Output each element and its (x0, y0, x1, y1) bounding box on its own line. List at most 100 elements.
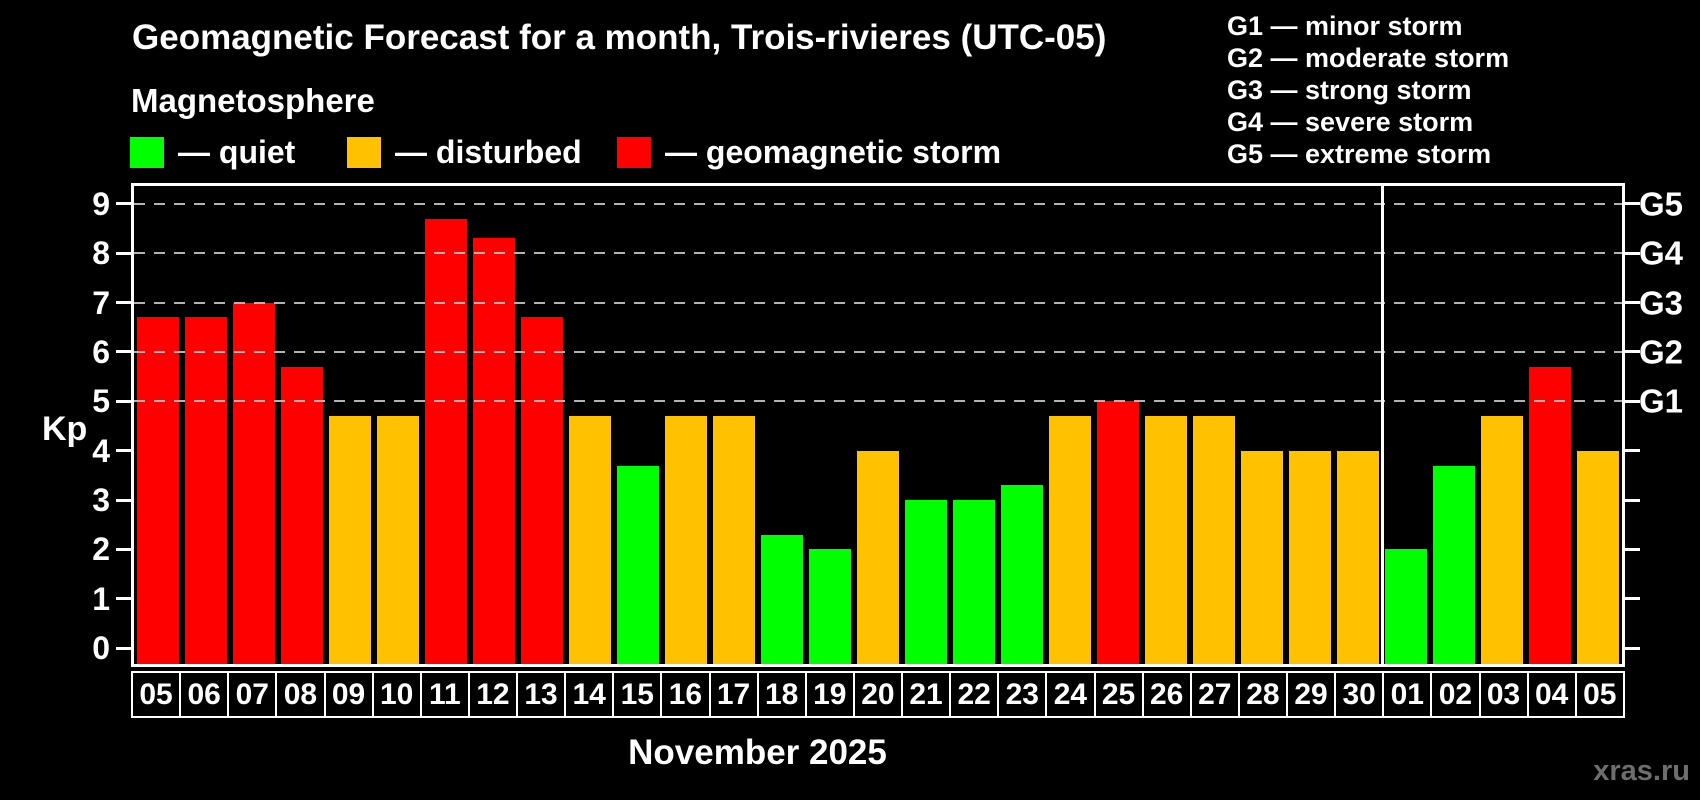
storm-color-swatch (617, 137, 651, 168)
bar-column (662, 186, 710, 664)
plot-area: 0 1 2 3 4 5 6 7 8 9 G1 G2 G3 G4 G5 (92, 183, 1683, 667)
kp-bar (1145, 416, 1187, 664)
kp-bar (617, 465, 659, 664)
bar-column (710, 186, 758, 664)
kp-bar (1097, 401, 1139, 664)
bar-column (422, 186, 470, 664)
g-legend-line: G5 — extreme storm (1227, 139, 1492, 169)
y-axis-tick (116, 202, 131, 206)
bar-column (1142, 186, 1190, 664)
gridline-kp-7 (134, 301, 1622, 304)
day-label: 22 (951, 673, 1000, 716)
kp-bar (569, 416, 611, 664)
bar-column (182, 186, 230, 664)
x-axis-title: November 2025 (628, 733, 887, 772)
day-label: 30 (1336, 673, 1385, 716)
day-label: 02 (1432, 673, 1481, 716)
kp-bar (473, 238, 515, 664)
bar-column (758, 186, 806, 664)
day-label: 15 (614, 673, 663, 716)
subtitle-magnetosphere: Magnetosphere (131, 82, 375, 119)
kp-bar (233, 302, 275, 664)
y-axis-tick-label: 4 (92, 432, 110, 469)
y-axis-tick-label: 5 (92, 383, 110, 420)
legend-item-quiet: — quiet (130, 134, 295, 171)
kp-bar (377, 416, 419, 664)
day-label: 21 (903, 673, 952, 716)
y-axis-tick-label: 6 (92, 333, 110, 370)
bar-column (1286, 186, 1334, 664)
day-label: 10 (374, 673, 422, 716)
right-axis-tick (1625, 350, 1640, 354)
kp-bar (665, 416, 707, 664)
bar-column (1478, 186, 1526, 664)
bar-column (1094, 186, 1142, 664)
day-label: 03 (1481, 673, 1529, 716)
kp-bar (1385, 549, 1427, 664)
day-label: 05 (133, 673, 182, 716)
watermark: xras.ru (1593, 755, 1690, 787)
bar-column (998, 186, 1046, 664)
page-title: Geomagnetic Forecast for a month, Trois-… (132, 18, 1107, 57)
g-legend-line: G1 — minor storm (1227, 11, 1463, 41)
y-axis-tick (116, 399, 131, 403)
kp-bar (1529, 366, 1571, 664)
day-label: 25 (1096, 673, 1144, 716)
day-label: 17 (711, 673, 759, 716)
right-axis-tick (1625, 498, 1640, 502)
bar-column (902, 186, 950, 664)
y-axis-tick-label: 7 (92, 284, 110, 321)
y-axis-tick (116, 597, 131, 601)
bar-column (1574, 186, 1622, 664)
kp-bar (329, 416, 371, 664)
gridline-kp-8 (134, 252, 1622, 255)
g-level-label-G2: G2 (1639, 333, 1684, 371)
y-axis-tick (116, 301, 131, 305)
kp-bar (1049, 416, 1091, 664)
legend-label: — quiet (178, 134, 296, 170)
y-axis-title: Kp (42, 410, 88, 448)
right-axis-tick (1625, 597, 1640, 601)
right-axis-tick (1625, 547, 1640, 551)
kp-bar (1001, 485, 1043, 664)
bar-column (518, 186, 566, 664)
right-axis-tick (1625, 646, 1640, 650)
g-legend-line: G2 — moderate storm (1227, 43, 1510, 73)
day-label: 14 (566, 673, 615, 716)
day-label: 01 (1384, 673, 1433, 716)
kp-bar (1337, 450, 1379, 664)
kp-bar (1241, 450, 1283, 664)
kp-bar (185, 317, 227, 664)
kp-bar (857, 450, 899, 664)
right-axis-tick (1625, 251, 1640, 255)
right-axis-tick (1625, 301, 1640, 305)
y-axis-tick (116, 646, 131, 650)
legend-label: — geomagnetic storm (665, 134, 1002, 170)
day-label: 26 (1144, 673, 1192, 716)
kp-bar (1577, 450, 1619, 664)
kp-bar (713, 416, 755, 664)
bar-column (566, 186, 614, 664)
kp-bar (809, 549, 851, 664)
y-axis-tick (116, 498, 131, 502)
bar-column (854, 186, 902, 664)
kp-bar (953, 500, 995, 664)
kp-bar (521, 317, 563, 664)
gridline-kp-9 (134, 202, 1622, 205)
day-label: 07 (229, 673, 278, 716)
kp-bar (761, 534, 803, 664)
g-level-label-G4: G4 (1639, 234, 1684, 272)
g-legend-line: G4 — severe storm (1227, 107, 1474, 137)
day-label: 18 (759, 673, 807, 716)
day-label: 29 (1288, 673, 1337, 716)
day-label: 04 (1529, 673, 1577, 716)
kp-bar (1289, 450, 1331, 664)
y-axis-tick-label: 3 (92, 482, 110, 519)
day-label: 19 (807, 673, 855, 716)
bar-column (1190, 186, 1238, 664)
y-axis-tick-label: 8 (92, 235, 110, 272)
bar-column (1382, 186, 1430, 664)
bar-column (1526, 186, 1574, 664)
y-axis-tick-label: 9 (92, 185, 110, 222)
